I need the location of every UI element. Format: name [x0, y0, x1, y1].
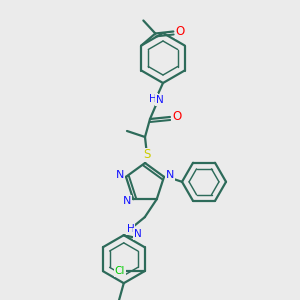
Text: N: N	[134, 229, 142, 239]
Text: O: O	[172, 110, 182, 124]
Text: H: H	[127, 224, 135, 234]
Text: S: S	[143, 148, 151, 161]
Text: H: H	[149, 94, 157, 104]
Text: O: O	[176, 25, 185, 38]
Text: Cl: Cl	[114, 266, 125, 276]
Text: N: N	[156, 95, 164, 105]
Text: N: N	[116, 170, 124, 180]
Text: N: N	[166, 170, 174, 180]
Text: N: N	[123, 196, 131, 206]
